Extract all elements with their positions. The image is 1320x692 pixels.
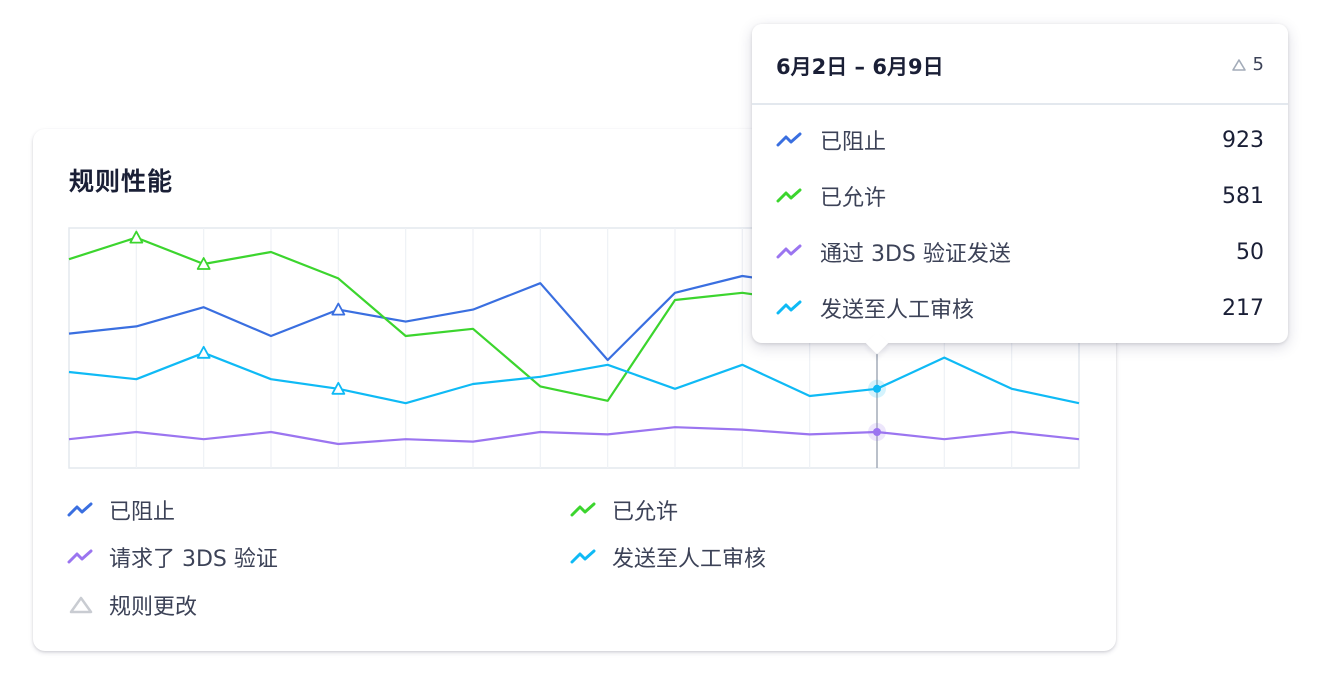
legend-item-allowed[interactable]: 已允许: [570, 495, 678, 525]
tooltip-row-value: 923: [1222, 127, 1264, 153]
trend-line-icon: [776, 300, 802, 315]
tooltip-row-value: 217: [1222, 295, 1264, 321]
trend-line-icon: [776, 244, 802, 259]
trend-line-icon: [570, 502, 596, 517]
legend-item-blocked[interactable]: 已阻止: [67, 495, 175, 525]
tooltip-row-value: 581: [1222, 183, 1264, 209]
tooltip-row-label: 已允许: [820, 186, 887, 211]
card-title: 规则性能: [69, 167, 174, 196]
tooltip-row-allowed: 已允许 581: [776, 181, 1264, 211]
rule-change-marker: [331, 302, 346, 316]
tooltip-row-manual-review: 发送至人工审核 217: [776, 293, 1264, 323]
tooltip-row-label: 已阻止: [820, 130, 887, 155]
hover-point: [873, 384, 881, 393]
trend-line-icon: [570, 549, 596, 564]
legend-label: 发送至人工审核: [612, 547, 767, 572]
trend-line-icon: [776, 132, 802, 147]
rule-change-marker: [331, 381, 346, 395]
tooltip-row-label: 通过 3DS 验证发送: [820, 242, 1011, 267]
rule-change-marker: [196, 345, 211, 359]
trend-line-icon: [67, 549, 93, 564]
triangle-icon: [69, 596, 93, 614]
rule-change-marker: [129, 230, 144, 244]
trend-line-icon: [776, 188, 802, 203]
tooltip-row-blocked: 已阻止 923: [776, 125, 1264, 155]
legend-item-manual-review[interactable]: 发送至人工审核: [570, 542, 766, 572]
tooltip-header: 6月2日 – 6月9日 5: [752, 24, 1288, 105]
tooltip-row-3ds: 通过 3DS 验证发送 50: [776, 237, 1264, 267]
tooltip-rule-change-count: 5: [1231, 54, 1264, 75]
rule-change-count: 5: [1252, 54, 1264, 75]
hover-point: [873, 428, 881, 436]
tooltip-row-label: 发送至人工审核: [820, 298, 975, 323]
legend-label: 规则更改: [109, 595, 198, 620]
triangle-icon: [1231, 58, 1246, 71]
legend-label: 请求了 3DS 验证: [109, 547, 278, 572]
chart-legend: 已阻止 已允许 请求了 3DS 验证 发送至人工审核 规则更改: [67, 495, 1107, 625]
legend-label: 已阻止: [109, 500, 176, 525]
series-line-3: [68, 351, 1080, 405]
tooltip-date-range: 6月2日 – 6月9日: [776, 55, 944, 79]
series-line-2: [68, 426, 1080, 446]
plot-frame: [68, 227, 1080, 469]
trend-line-icon: [67, 502, 93, 517]
chart-tooltip: 6月2日 – 6月9日 5 已阻止 923 已允许 581 通过 3DS 验证发…: [752, 24, 1288, 355]
tooltip-row-value: 50: [1236, 239, 1264, 265]
rule-change-marker: [196, 257, 211, 270]
legend-item-3ds-requested[interactable]: 请求了 3DS 验证: [67, 542, 278, 572]
legend-item-rule-change[interactable]: 规则更改: [67, 590, 197, 620]
legend-label: 已允许: [612, 500, 679, 525]
